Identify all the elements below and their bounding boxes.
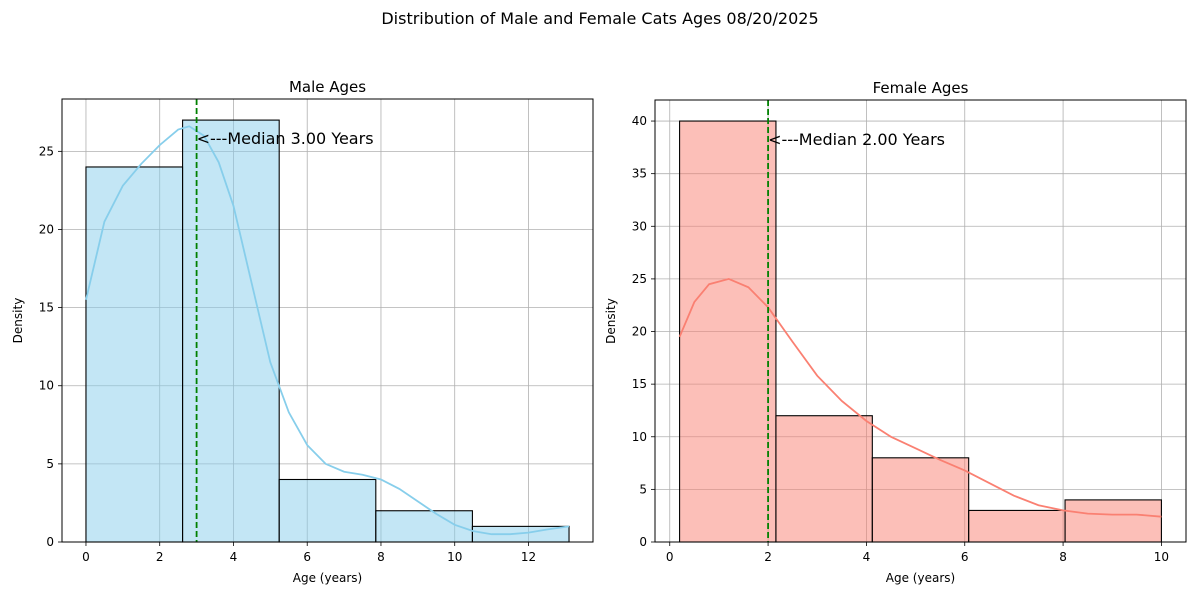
- male-axes-frame: [61, 98, 594, 543]
- female-xtick-label: 2: [764, 550, 772, 564]
- male-ytick-label: 20: [39, 222, 54, 236]
- male-xtick-label: 4: [230, 550, 238, 564]
- male-ytick-label: 5: [46, 457, 54, 471]
- female-bar-4: [1064, 499, 1162, 543]
- female-axes-frame: [654, 99, 1187, 543]
- male-ytick-label: 10: [39, 379, 54, 393]
- female-ages-chart: <---Median 2.00 Years 0 2 4 6 8 10 0 5 10 15 20 25 30…: [604, 79, 1187, 585]
- male-ylabel: Density: [11, 298, 25, 344]
- female-ytick-label: 0: [639, 535, 647, 549]
- male-xtick-label: 2: [156, 550, 164, 564]
- female-bar-0: [679, 120, 777, 543]
- male-xtick-label: 10: [447, 550, 462, 564]
- female-ytick-label: 30: [632, 219, 647, 233]
- male-bar-0: [85, 166, 184, 543]
- male-title: Male Ages: [289, 78, 366, 96]
- male-xtick-label: 6: [303, 550, 311, 564]
- male-xtick-label: 12: [521, 550, 536, 564]
- male-xtick-label: 0: [82, 550, 90, 564]
- male-kde-line: [85, 125, 570, 536]
- female-ytick-label: 20: [632, 325, 647, 339]
- female-ylabel: Density: [604, 298, 618, 344]
- male-ytick-label: 15: [39, 301, 54, 315]
- female-ytick-label: 35: [632, 167, 647, 181]
- male-ytick-label: 25: [39, 144, 54, 158]
- male-ytick-label: 0: [46, 535, 54, 549]
- female-bar-3: [968, 509, 1066, 543]
- female-ytick-label: 10: [632, 430, 647, 444]
- female-ytick-label: 15: [632, 377, 647, 391]
- female-xtick-label: 4: [863, 550, 871, 564]
- male-ages-chart: <---Median 3.00 Years 0 2 4 6 8 10 12 0 5 10 15 20 25…: [11, 78, 594, 585]
- female-ytick-label: 40: [632, 114, 647, 128]
- male-xlabel: Age (years): [293, 571, 362, 585]
- female-xtick-label: 6: [961, 550, 969, 564]
- female-xlabel: Age (years): [886, 571, 955, 585]
- female-ytick-label: 25: [632, 272, 647, 286]
- female-title: Female Ages: [873, 79, 969, 97]
- figure-suptitle: Distribution of Male and Female Cats Age…: [381, 9, 819, 28]
- female-ytick-label: 5: [639, 482, 647, 496]
- male-bar-3: [375, 510, 473, 543]
- female-bar-1: [775, 415, 873, 543]
- male-median-label: <---Median 3.00 Years: [197, 129, 374, 148]
- male-xtick-label: 8: [377, 550, 385, 564]
- female-xtick-label: 10: [1154, 550, 1169, 564]
- female-bar-2: [871, 457, 970, 543]
- male-bar-2: [278, 478, 377, 543]
- female-xtick-label: 8: [1059, 550, 1067, 564]
- female-median-label: <---Median 2.00 Years: [768, 130, 945, 149]
- female-xtick-label: 0: [666, 550, 674, 564]
- female-kde-line: [678, 277, 1162, 518]
